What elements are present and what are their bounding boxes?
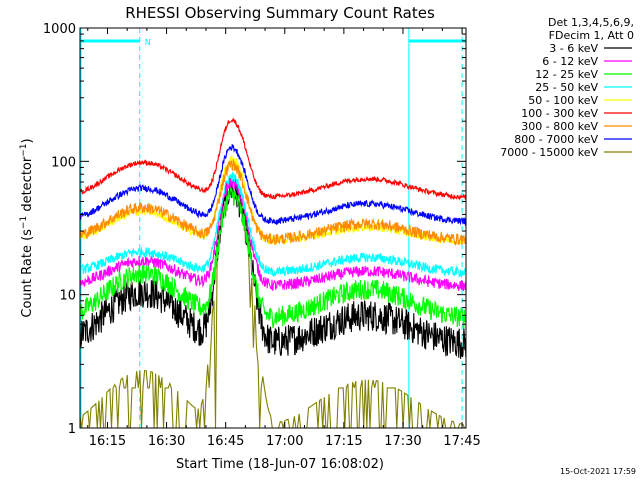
y-axis-label: Count Rate (s−1 detector−1) (19, 138, 35, 317)
y-label-base: Count Rate (s (20, 229, 35, 318)
y-tick-label: 10 (59, 289, 76, 304)
plot-frame (79, 27, 467, 429)
y-tick-label: 1000 (43, 22, 76, 37)
x-tick-label: 17:15 (325, 434, 362, 449)
x-tick-label: 17:45 (443, 434, 480, 449)
series-line (79, 117, 467, 201)
legend-entry-label: 800 - 7000 keV (514, 133, 598, 146)
legend-entry-label: 25 - 50 keV (535, 81, 598, 94)
x-tick-label: 16:45 (207, 434, 244, 449)
y-label-mid: detector (20, 156, 35, 216)
legend-entry-label: 3 - 6 keV (549, 42, 598, 55)
series-line (79, 190, 466, 429)
series-layer (79, 117, 467, 429)
y-label-exp1: −1 (19, 216, 29, 229)
series-line (79, 170, 467, 279)
x-tick-label: 16:15 (89, 434, 126, 449)
series-line (79, 177, 467, 359)
x-tick-label: 16:30 (148, 434, 185, 449)
x-tick-label: 17:00 (266, 434, 303, 449)
legend-entry-label: 7000 - 15000 keV (500, 146, 598, 159)
legend-entry-label: 6 - 12 keV (542, 55, 598, 68)
saa-flag-label: N (145, 38, 151, 47)
legend-entry-label: 100 - 300 keV (521, 107, 598, 120)
series-line (79, 159, 467, 247)
series-line (79, 186, 467, 329)
legend-header-line: FDecim 1, Att 0 (549, 29, 634, 42)
legend: Det 1,3,4,5,6,9,FDecim 1, Att 03 - 6 keV… (500, 16, 634, 159)
footer-date: 15-Oct-2021 17:59 (560, 467, 636, 476)
flags-layer: N (80, 28, 466, 428)
y-tick-label: 100 (51, 155, 76, 170)
chart-title: RHESSI Observing Summary Count Rates (125, 4, 435, 22)
series-line (79, 144, 467, 227)
y-label-exp2: −1 (19, 143, 29, 156)
legend-entry-label: 12 - 25 keV (535, 68, 598, 81)
y-label-end: ) (20, 138, 35, 143)
legend-entry-label: 300 - 800 keV (521, 120, 598, 133)
x-axis-label: Start Time (18-Jun-07 16:08:02) (176, 457, 384, 472)
legend-header-line: Det 1,3,4,5,6,9, (548, 16, 634, 29)
ticks-layer: 16:15 16:30 16:45 17:00 17:15 17:30 17:45 1 10 10… (43, 22, 481, 449)
series-line (79, 177, 467, 292)
x-tick-label: 17:30 (384, 434, 421, 449)
legend-entry-label: 50 - 100 keV (528, 94, 598, 107)
y-tick-label: 1 (68, 422, 76, 437)
